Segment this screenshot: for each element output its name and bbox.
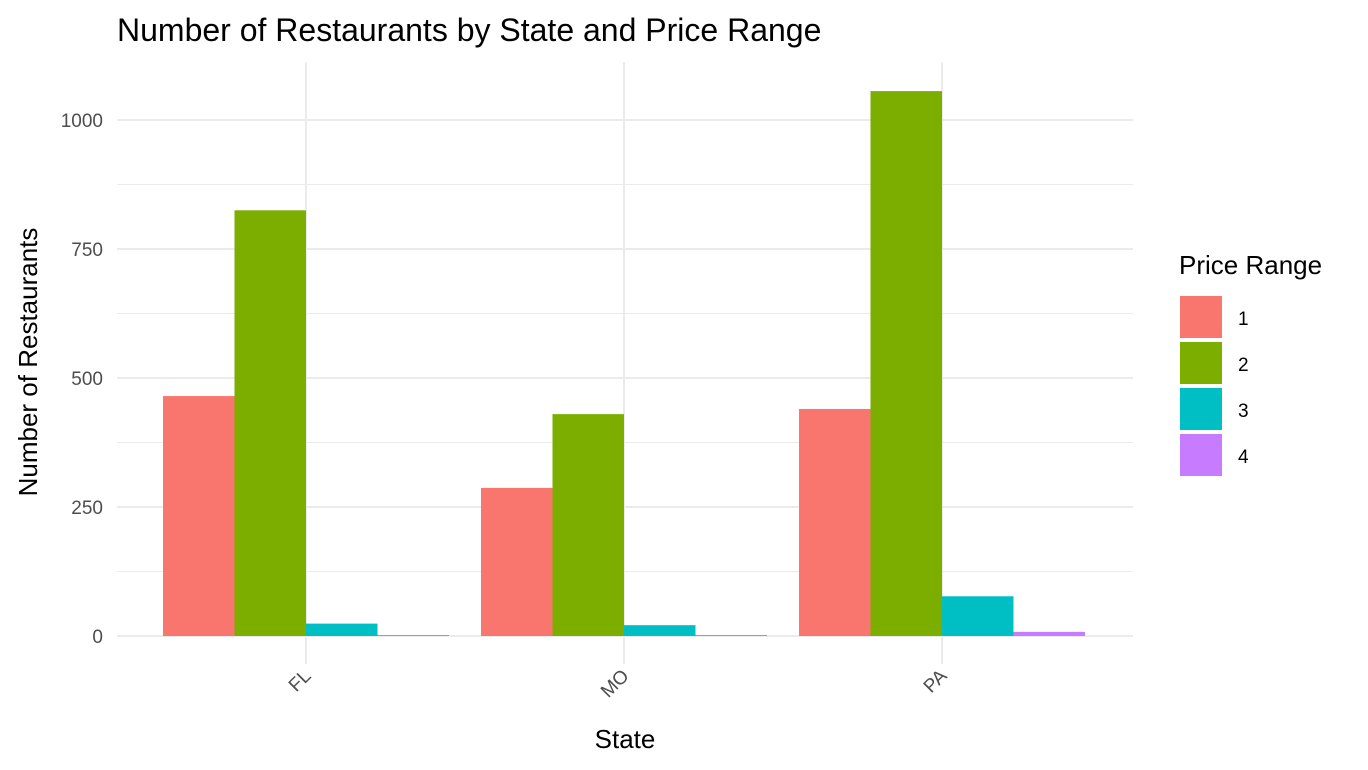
legend-label-2: 2 [1238, 355, 1249, 376]
bar-FL-price-1 [163, 396, 235, 636]
bar-FL-price-3 [306, 623, 378, 636]
legend-key-3 [1180, 388, 1222, 430]
x-tick-label-PA: PA [920, 665, 952, 697]
legend-label-4: 4 [1238, 447, 1249, 468]
bar-PA-price-1 [799, 408, 871, 636]
y-axis-title: Number of Restaurants [13, 228, 43, 497]
bar-FL-price-4 [377, 634, 449, 636]
legend-key-2 [1180, 342, 1222, 384]
y-tick-label: 250 [71, 498, 103, 519]
x-axis-ticks: FL MO PA [285, 665, 952, 702]
legend-key-4 [1180, 434, 1222, 476]
bar-MO-price-3 [624, 625, 696, 636]
bar-PA-price-3 [942, 596, 1014, 636]
bar-MO-price-1 [481, 487, 553, 636]
bars [163, 91, 1085, 637]
legend-key-1 [1180, 296, 1222, 338]
bar-PA-price-2 [870, 91, 942, 636]
chart-title: Number of Restaurants by State and Price… [117, 12, 821, 48]
legend-label-1: 1 [1238, 309, 1249, 330]
legend: Price Range 1 2 3 4 [1179, 250, 1322, 476]
legend-title: Price Range [1179, 250, 1322, 280]
x-axis-title: State [595, 724, 656, 754]
bar-PA-price-4 [1013, 631, 1085, 636]
y-tick-label: 0 [92, 627, 103, 648]
x-tick-label-FL: FL [285, 666, 316, 697]
bar-MO-price-4 [695, 634, 767, 636]
bar-FL-price-2 [234, 210, 306, 637]
y-tick-label: 750 [71, 240, 103, 261]
bar-MO-price-2 [552, 414, 624, 636]
legend-label-3: 3 [1238, 401, 1249, 422]
x-tick-label-MO: MO [597, 666, 633, 702]
y-axis-ticks: 0 250 500 750 1000 [61, 111, 103, 648]
y-tick-label: 500 [71, 369, 103, 390]
y-tick-label: 1000 [61, 111, 103, 132]
